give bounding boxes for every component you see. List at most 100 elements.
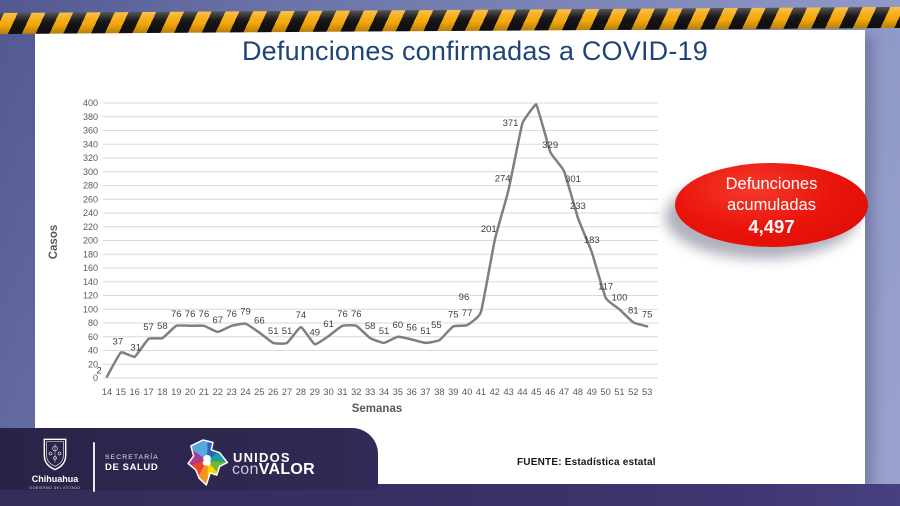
source-label: FUENTE:: [517, 457, 562, 468]
svg-text:49: 49: [587, 387, 597, 397]
svg-text:37: 37: [113, 337, 124, 348]
svg-text:25: 25: [254, 387, 264, 397]
svg-text:36: 36: [407, 387, 417, 397]
svg-text:Semanas: Semanas: [352, 403, 403, 415]
svg-text:380: 380: [83, 112, 98, 122]
badge-line1: Defunciones: [725, 174, 818, 193]
svg-text:320: 320: [83, 153, 98, 163]
accumulated-deaths-badge: Defunciones acumuladas 4,497: [675, 163, 868, 247]
svg-text:47: 47: [559, 387, 569, 397]
svg-text:31: 31: [130, 343, 141, 354]
svg-text:58: 58: [157, 321, 168, 332]
svg-text:29: 29: [310, 387, 320, 397]
svg-text:80: 80: [88, 318, 98, 328]
svg-text:260: 260: [83, 194, 98, 204]
svg-text:233: 233: [570, 201, 586, 212]
svg-text:17: 17: [143, 387, 153, 397]
svg-text:44: 44: [517, 387, 527, 397]
svg-text:301: 301: [565, 174, 581, 185]
badge-value: 4,497: [748, 215, 795, 237]
svg-text:51: 51: [282, 326, 293, 337]
svg-text:50: 50: [600, 387, 610, 397]
svg-text:52: 52: [628, 387, 638, 397]
svg-text:41: 41: [476, 387, 486, 397]
svg-text:58: 58: [365, 321, 376, 332]
svg-text:56: 56: [406, 323, 417, 334]
svg-text:76: 76: [171, 309, 182, 320]
brand-con: con: [232, 461, 259, 478]
brand-unidos: UNIDOS: [233, 450, 291, 465]
badge-line2: acumuladas: [727, 195, 816, 214]
svg-text:14: 14: [102, 387, 112, 397]
svg-text:31: 31: [337, 387, 347, 397]
svg-text:180: 180: [83, 249, 98, 259]
svg-text:360: 360: [83, 126, 98, 136]
svg-text:329: 329: [542, 140, 558, 151]
svg-text:140: 140: [83, 277, 98, 287]
svg-text:32: 32: [351, 387, 361, 397]
gov-name: Chihuahua: [31, 474, 79, 484]
svg-text:48: 48: [573, 387, 583, 397]
svg-text:66: 66: [254, 316, 265, 327]
svg-text:39: 39: [448, 387, 458, 397]
svg-text:20: 20: [185, 387, 195, 397]
svg-text:38: 38: [434, 387, 444, 397]
svg-text:76: 76: [199, 309, 210, 320]
svg-text:18: 18: [157, 387, 167, 397]
svg-text:16: 16: [130, 387, 140, 397]
page-title: Defunciones confirmadas a COVID-19: [241, 36, 708, 66]
svg-text:340: 340: [83, 139, 98, 149]
svg-text:45: 45: [531, 387, 541, 397]
svg-text:51: 51: [268, 326, 279, 337]
svg-text:400: 400: [83, 98, 98, 108]
svg-text:76: 76: [185, 309, 196, 320]
svg-text:15: 15: [116, 387, 126, 397]
svg-text:61: 61: [323, 319, 334, 330]
svg-text:300: 300: [83, 167, 98, 177]
svg-text:100: 100: [612, 292, 628, 303]
content-panel: [35, 30, 865, 484]
svg-text:160: 160: [83, 263, 98, 273]
svg-text:49: 49: [309, 327, 320, 338]
svg-text:23: 23: [226, 387, 236, 397]
svg-text:67: 67: [213, 315, 224, 326]
svg-text:76: 76: [226, 309, 237, 320]
brand-convalor: conVALOR: [232, 461, 315, 479]
source-text: Estadística estatal: [564, 457, 656, 468]
svg-text:240: 240: [83, 208, 98, 218]
svg-text:33: 33: [365, 387, 375, 397]
svg-text:20: 20: [88, 359, 98, 369]
svg-text:34: 34: [379, 387, 389, 397]
svg-text:183: 183: [584, 235, 600, 246]
svg-text:77: 77: [462, 308, 473, 319]
svg-text:Casos: Casos: [48, 225, 60, 260]
svg-text:117: 117: [598, 282, 613, 293]
svg-text:26: 26: [268, 387, 278, 397]
gov-subtitle: GOBIERNO DEL ESTADO: [29, 486, 81, 490]
svg-text:19: 19: [171, 387, 181, 397]
svg-text:76: 76: [351, 309, 362, 320]
svg-text:40: 40: [88, 346, 98, 356]
svg-text:371: 371: [503, 118, 519, 129]
svg-text:0: 0: [93, 373, 98, 383]
svg-text:79: 79: [240, 307, 251, 318]
svg-text:60: 60: [393, 320, 404, 331]
svg-text:74: 74: [296, 310, 307, 321]
svg-text:27: 27: [282, 387, 292, 397]
chihuahua-shield-icon: [43, 438, 67, 471]
svg-text:280: 280: [83, 181, 98, 191]
svg-text:2: 2: [96, 366, 101, 377]
svg-text:43: 43: [503, 387, 513, 397]
svg-text:51: 51: [420, 326, 431, 337]
source-note: FUENTE: Estadística estatal: [517, 457, 656, 468]
svg-text:30: 30: [323, 387, 333, 397]
svg-text:40: 40: [462, 387, 472, 397]
svg-text:96: 96: [459, 292, 470, 303]
svg-text:120: 120: [83, 291, 98, 301]
svg-text:37: 37: [420, 387, 430, 397]
svg-text:81: 81: [628, 305, 639, 316]
svg-text:55: 55: [431, 320, 442, 331]
svg-text:75: 75: [642, 309, 653, 320]
